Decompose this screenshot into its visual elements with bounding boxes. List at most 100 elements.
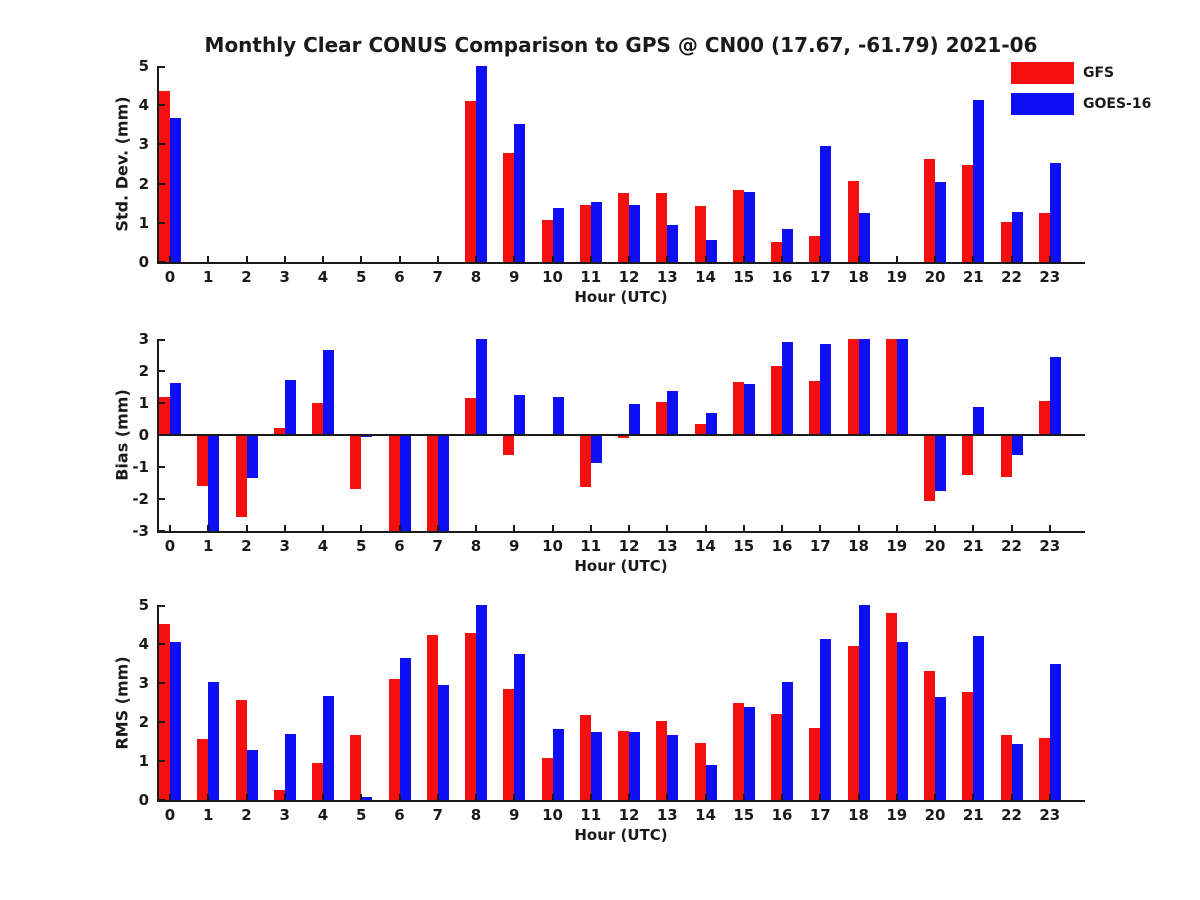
y-tick-label: 0 xyxy=(138,253,149,271)
x-tick-label: 4 xyxy=(317,268,329,286)
bar-goes-16-hour22 xyxy=(1011,743,1023,800)
x-tick xyxy=(245,525,248,531)
bar-goes-16-hour7 xyxy=(437,435,449,531)
bar-goes-16-hour21 xyxy=(973,406,985,435)
bar-gfs-hour5 xyxy=(350,734,362,800)
bar-goes-16-hour3 xyxy=(284,733,296,800)
x-tick-label: 23 xyxy=(1039,806,1061,824)
x-tick xyxy=(1010,525,1013,531)
y-tick xyxy=(159,799,165,801)
y-axis-label: Bias (mm) xyxy=(112,389,132,481)
bar-goes-16-hour15 xyxy=(743,384,755,435)
x-tick-label: 12 xyxy=(618,537,640,555)
x-tick xyxy=(513,794,516,800)
bar-goes-16-hour4 xyxy=(323,695,334,800)
bar-goes-16-hour17 xyxy=(820,343,832,435)
x-tick xyxy=(589,256,592,262)
bar-goes-16-hour13 xyxy=(667,390,679,435)
x-tick-label: 9 xyxy=(509,268,520,286)
bar-gfs-hour19 xyxy=(885,612,897,800)
bar-gfs-hour20 xyxy=(924,670,935,800)
bar-goes-16-hour10 xyxy=(552,396,564,435)
bar-gfs-hour15 xyxy=(732,382,744,435)
y-tick xyxy=(159,466,165,468)
x-tick-label: 0 xyxy=(164,537,176,555)
y-axis xyxy=(157,66,159,264)
y-tick-label: -2 xyxy=(132,490,149,508)
y-tick-label: 3 xyxy=(138,330,149,348)
zero-line xyxy=(157,434,1085,436)
y-tick-label: 1 xyxy=(138,752,149,770)
x-tick xyxy=(475,525,477,531)
x-tick xyxy=(283,794,286,800)
x-tick xyxy=(704,525,707,531)
bar-gfs-hour4 xyxy=(312,762,323,800)
bar-goes-16-hour3 xyxy=(284,379,296,435)
bar-goes-16-hour8 xyxy=(476,605,487,800)
x-tick-label: 23 xyxy=(1039,537,1061,555)
y-tick-label: 2 xyxy=(138,362,149,380)
x-tick xyxy=(781,525,783,531)
y-tick xyxy=(159,605,165,607)
bar-gfs-hour23 xyxy=(1038,737,1050,800)
x-tick-label: 18 xyxy=(848,806,869,824)
bar-gfs-hour16 xyxy=(771,714,782,800)
legend-swatch-goes16 xyxy=(1011,93,1074,115)
x-tick xyxy=(283,525,286,531)
x-tick-label: 13 xyxy=(656,268,678,286)
bar-goes-16-hour9 xyxy=(514,124,526,262)
bar-goes-16-hour19 xyxy=(896,642,908,800)
x-tick-label: 10 xyxy=(542,806,563,824)
bar-gfs-hour23 xyxy=(1038,213,1050,262)
bar-goes-16-hour12 xyxy=(629,732,640,800)
x-tick-label: 21 xyxy=(962,537,984,555)
x-tick-label: 4 xyxy=(317,806,329,824)
y-axis xyxy=(157,339,159,533)
bar-gfs-hour12 xyxy=(618,192,629,262)
y-tick-label: 1 xyxy=(138,394,149,412)
y-tick-label: 3 xyxy=(138,135,149,154)
x-tick-label: 3 xyxy=(279,806,290,824)
x-tick xyxy=(207,794,210,800)
x-axis xyxy=(157,800,1085,802)
x-tick-label: 9 xyxy=(509,806,520,824)
x-tick-label: 0 xyxy=(164,806,176,824)
x-tick xyxy=(628,256,630,262)
x-tick xyxy=(513,525,516,531)
bar-gfs-hour19 xyxy=(885,339,897,435)
x-tick-label: 8 xyxy=(470,806,482,824)
bar-gfs-hour4 xyxy=(312,403,323,435)
y-tick xyxy=(159,498,165,500)
y-tick xyxy=(159,261,165,263)
x-tick xyxy=(245,256,248,262)
x-tick-label: 20 xyxy=(924,537,946,555)
bar-goes-16-hour14 xyxy=(705,764,717,800)
x-tick-label: 9 xyxy=(509,537,520,555)
bar-goes-16-hour15 xyxy=(743,191,755,262)
bar-goes-16-hour8 xyxy=(476,339,487,435)
y-tick-label: 2 xyxy=(138,174,149,193)
bar-gfs-hour11 xyxy=(579,715,591,800)
bar-goes-16-hour23 xyxy=(1049,663,1061,800)
y-tick xyxy=(159,370,165,372)
x-tick xyxy=(704,794,707,800)
bar-gfs-hour8 xyxy=(465,633,476,800)
y-tick-label: 2 xyxy=(138,713,149,731)
x-tick xyxy=(895,525,898,531)
bar-gfs-hour14 xyxy=(694,424,706,435)
bar-gfs-hour0 xyxy=(159,91,170,262)
bar-gfs-hour5 xyxy=(350,435,362,490)
x-tick xyxy=(1010,794,1013,800)
bar-gfs-hour13 xyxy=(656,721,668,800)
bar-gfs-hour3 xyxy=(273,427,285,435)
x-tick-label: 7 xyxy=(432,537,443,555)
x-tick xyxy=(322,794,324,800)
x-tick-label: 16 xyxy=(771,806,793,824)
bar-goes-16-hour18 xyxy=(858,339,870,435)
x-tick-label: 20 xyxy=(924,268,946,286)
bar-goes-16-hour19 xyxy=(896,339,908,435)
bar-gfs-hour20 xyxy=(924,435,935,501)
x-tick xyxy=(819,794,822,800)
x-tick xyxy=(475,256,477,262)
